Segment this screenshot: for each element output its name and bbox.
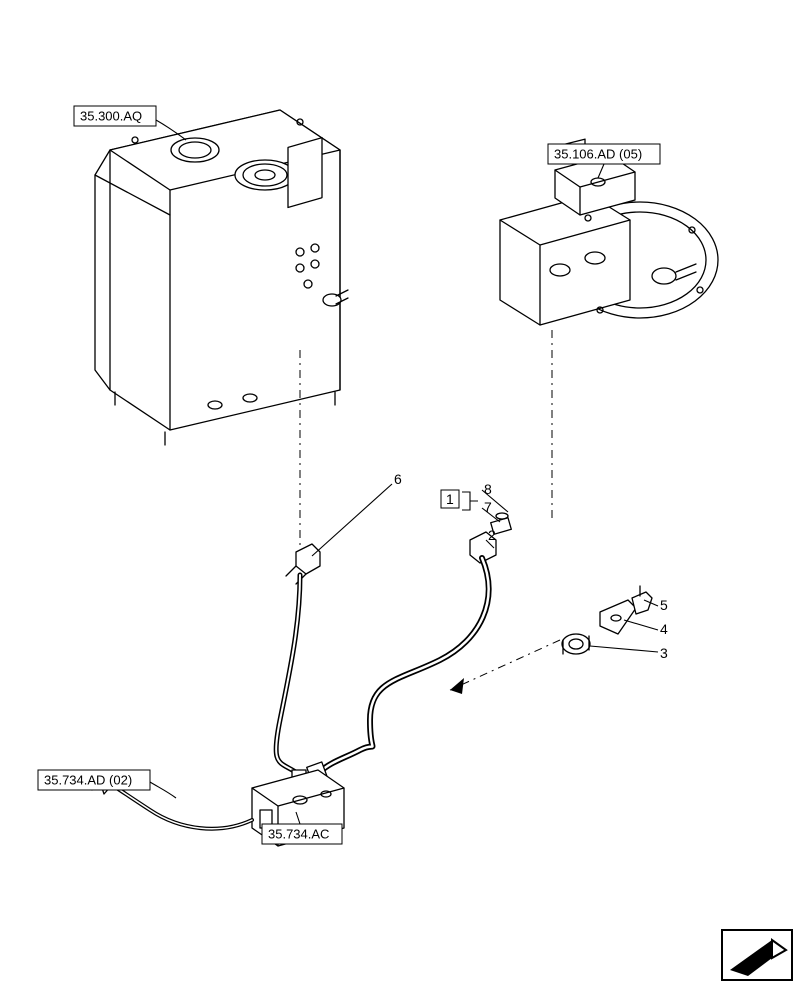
leader-6 [312, 484, 392, 556]
leader-4 [624, 620, 658, 630]
leader-3 [590, 646, 658, 652]
hydraulic-pump [500, 139, 718, 325]
diagram-canvas: 35.300.AQ 35.106.AD (05) 35.734.AD (02) … [0, 0, 812, 1000]
ref-label-ac: 35.734.AC [268, 826, 329, 841]
callout-3: 3 [660, 645, 668, 661]
hose-6 [276, 544, 320, 790]
boxed-callout-1: 1 [441, 490, 478, 510]
clamp-assembly [562, 586, 652, 654]
ref-label-pump: 35.106.AD (05) [554, 146, 642, 161]
ref-box-ad02[interactable]: 35.734.AD (02) [38, 770, 176, 798]
dash-clamp [450, 640, 560, 690]
callout-4: 4 [660, 621, 668, 637]
ref-label-tank: 35.300.AQ [80, 108, 142, 123]
callout-1: 1 [446, 491, 454, 507]
clamp-arrowhead [450, 678, 464, 694]
callout-5: 5 [660, 597, 668, 613]
ref-label-ad02: 35.734.AD (02) [44, 772, 132, 787]
hose-2 [307, 532, 496, 788]
callout-6: 6 [394, 471, 402, 487]
callout-2: 2 [488, 527, 496, 543]
ref-box-tank[interactable]: 35.300.AQ [74, 106, 186, 140]
page-turn-icon[interactable] [722, 930, 792, 980]
hydraulic-tank [95, 110, 348, 445]
